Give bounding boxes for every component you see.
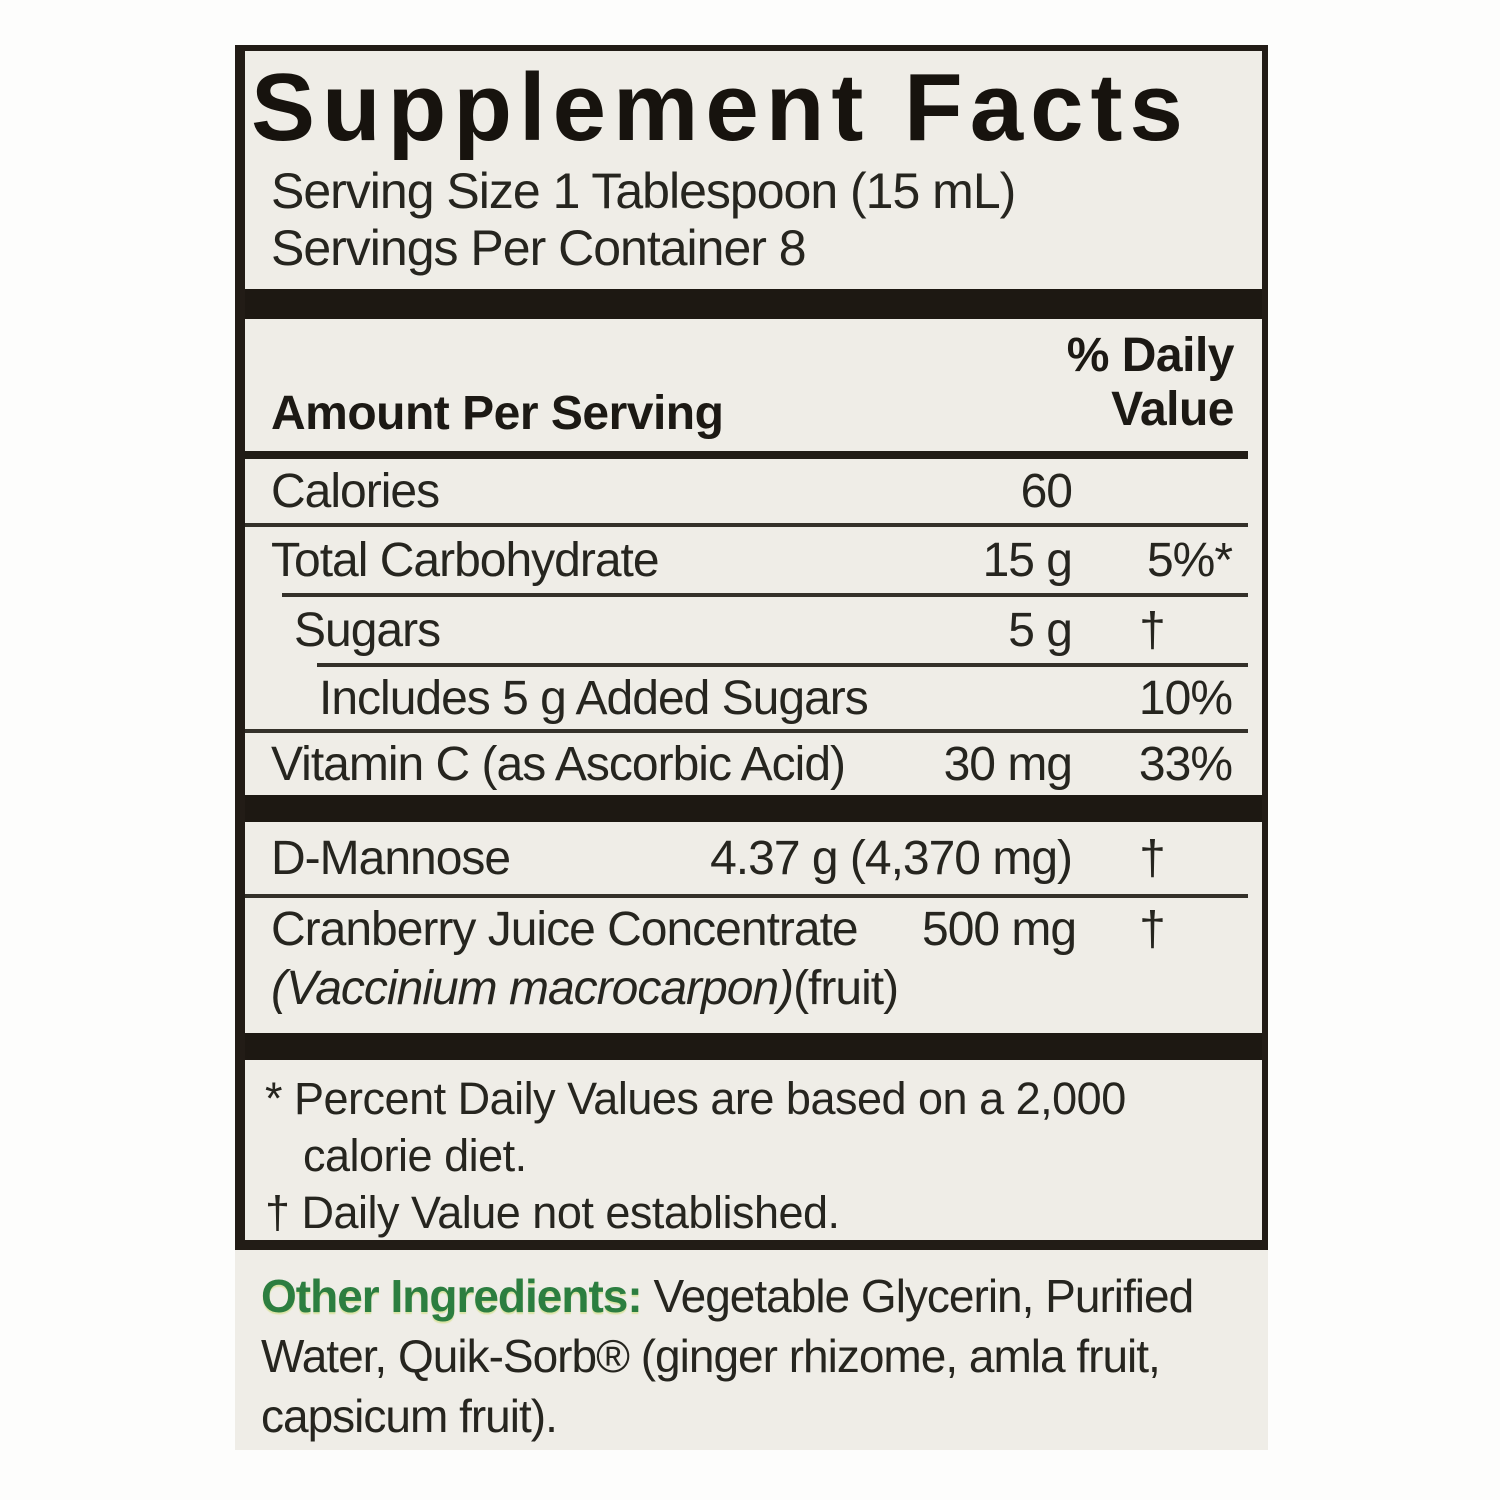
footnotes: * Percent Daily Values are based on a 2,…	[245, 1070, 1262, 1240]
nutrient-row-total-carbohydrate: Total Carbohydrate 15 g 5%*	[245, 527, 1262, 593]
row-rule	[317, 663, 1248, 667]
divider-bar-middle	[245, 795, 1262, 822]
nutrient-amount: 5 g	[1008, 603, 1073, 657]
supplement-facts-panel: Supplement Facts Serving Size 1 Tablespo…	[235, 45, 1268, 1250]
nutrient-amount: 60	[1020, 464, 1073, 518]
supplement-row-d-mannose: D-Mannose 4.37 g (4,370 mg) †	[245, 822, 1262, 894]
percent-daily-value-header: % Daily Value	[1066, 329, 1235, 437]
supplement-dv: †	[1139, 831, 1166, 885]
nutrient-row-vitamin-c: Vitamin C (as Ascorbic Acid) 30 mg 33%	[245, 733, 1262, 795]
nutrient-name: Calories	[271, 464, 440, 518]
nutrient-amount: 15 g	[982, 533, 1073, 587]
nutrient-dv: 5%*	[1146, 533, 1233, 587]
other-ingredients-line2: Water, Quik-Sorb® (ginger rhizome, amla …	[261, 1330, 1161, 1382]
row-rule	[245, 894, 1248, 898]
spacer	[245, 1016, 1262, 1033]
nutrient-name: Vitamin C (as Ascorbic Acid)	[271, 737, 846, 791]
nutrient-name: Includes 5 g Added Sugars	[319, 671, 869, 725]
nutrient-dv: 10%	[1138, 671, 1233, 725]
panel-title: Supplement Facts	[251, 54, 1190, 161]
other-ingredients-line1: Other Ingredients: Vegetable Glycerin, P…	[261, 1266, 1258, 1326]
nutrient-row-added-sugars: Includes 5 g Added Sugars 10%	[245, 667, 1262, 729]
supplement-name: Cranberry Juice Concentrate	[271, 902, 859, 956]
serving-info: Serving Size 1 Tablespoon (15 mL) Servin…	[245, 163, 1262, 277]
row-rule	[282, 593, 1248, 597]
nutrient-name: Total Carbohydrate	[271, 533, 660, 587]
nutrient-row-sugars: Sugars 5 g †	[245, 597, 1262, 663]
row-rule	[245, 729, 1248, 733]
header-rule	[245, 451, 1248, 459]
column-headers: Amount Per Serving % Daily Value	[245, 319, 1262, 451]
supplement-label: Supplement Facts Serving Size 1 Tablespo…	[235, 45, 1268, 1450]
row-rule	[245, 523, 1248, 527]
supplement-dv: †	[1139, 902, 1166, 956]
other-ingredients-heading: Other Ingredients:	[261, 1270, 643, 1322]
supplement-amount: 4.37 g (4,370 mg)	[710, 831, 1073, 885]
botanical-name: (Vaccinium macrocarpon)	[271, 961, 794, 1015]
footnote-asterisk-line1: * Percent Daily Values are based on a 2,…	[265, 1073, 1126, 1124]
divider-bar-bottom	[245, 1033, 1262, 1060]
nutrient-dv: 33%	[1138, 737, 1233, 791]
supplement-row-cranberry: Cranberry Juice Concentrate 500 mg †	[245, 898, 1262, 960]
supplement-amount: 500 mg	[922, 902, 1077, 956]
nutrient-amount: 30 mg	[943, 737, 1073, 791]
other-ingredients: Other Ingredients: Vegetable Glycerin, P…	[235, 1250, 1268, 1446]
nutrient-dv: †	[1139, 603, 1166, 657]
nutrient-name: Sugars	[294, 603, 441, 657]
other-ingredients-line1-rest: Vegetable Glycerin, Purified	[641, 1270, 1194, 1322]
supplement-name: D-Mannose	[271, 831, 511, 885]
dv-header-line1: % Daily	[1066, 329, 1235, 382]
cranberry-botanical-line: (Vaccinium macrocarpon) (fruit)	[245, 960, 1262, 1016]
divider-bar-top	[245, 289, 1262, 319]
dv-header-line2: Value	[1111, 383, 1234, 436]
nutrient-row-calories: Calories 60	[245, 459, 1262, 523]
amount-per-serving-header: Amount Per Serving	[271, 387, 724, 440]
footnote-asterisk-line2: calorie diet.	[303, 1130, 527, 1181]
footnote-dagger: † Daily Value not established.	[265, 1187, 840, 1238]
servings-per-container: Servings Per Container 8	[271, 220, 807, 276]
serving-size: Serving Size 1 Tablespoon (15 mL)	[271, 163, 1016, 219]
plant-part: (fruit)	[793, 961, 899, 1015]
other-ingredients-line3: capsicum fruit).	[261, 1390, 558, 1442]
